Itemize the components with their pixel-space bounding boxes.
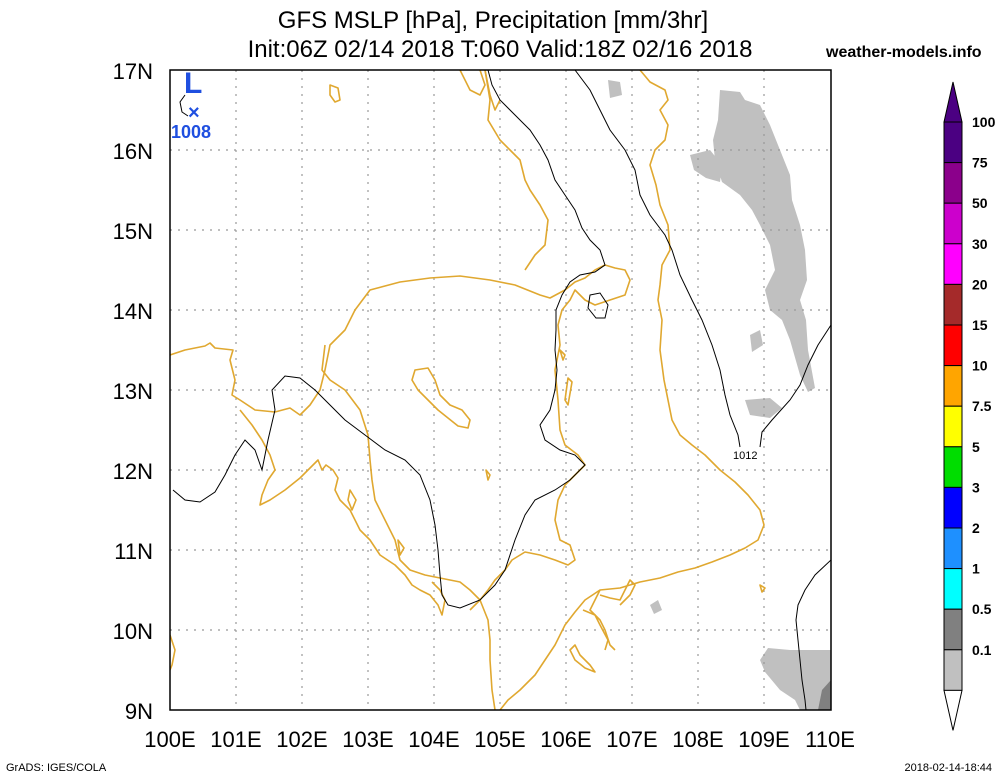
low-pressure-center: L × 1008 [171,67,211,142]
lat-label: 15N [113,219,153,244]
precip-heavier [818,680,831,710]
colorbar-swatch [943,486,963,529]
longitude-labels: 100E 101E 102E 103E 104E 105E 106E 107E … [144,727,855,752]
low-letter: L [184,67,202,100]
footer-timestamp: 2018-02-14-18:44 [904,762,992,774]
colorbar-label: 7.5 [972,398,992,414]
lat-label: 10N [113,619,153,644]
lon-label: 102E [276,727,327,752]
lat-label: 17N [113,59,153,84]
lon-label: 108E [672,727,723,752]
map-title: GFS MSLP [hPa], Precipitation [mm/3hr] [277,7,709,34]
colorbar-top-cap [943,81,963,123]
colorbar-swatch [943,324,963,367]
colorbar-swatch [943,121,963,164]
lon-label: 100E [144,727,195,752]
colorbar-swatch [943,649,963,691]
low-pressure-value: 1008 [171,122,211,142]
lat-label: 12N [113,459,153,484]
lat-label: 13N [113,379,153,404]
map-subtitle: Init:06Z 02/14 2018 T:060 Valid:18Z 02/1… [247,36,753,63]
colorbar-label: 5 [972,439,980,455]
colorbar-label: 30 [972,236,988,252]
colorbar-label: 20 [972,276,988,292]
colorbar-label: 10 [972,358,988,374]
lon-label: 103E [342,727,393,752]
colorbar-label: 75 [972,155,988,171]
colorbar-swatch [943,243,963,285]
colorbar-swatch [943,283,963,326]
isobar-label: 1012 [733,450,757,462]
lon-label: 109E [738,727,789,752]
colorbar-label: 3 [972,479,980,495]
lat-label: 9N [125,699,153,724]
colorbar-swatch [943,202,963,245]
colorbar-label: 100 [972,114,996,130]
low-center-marker-icon: × [188,102,200,124]
precip-colorbar: 100 75 50 30 20 15 10 7.5 5 3 2 1 0.5 0.1 [943,81,996,731]
colorbar-label: 15 [972,317,988,333]
footer-credit: GrADS: IGES/COLA [6,762,107,774]
plot-border [169,69,832,711]
colorbar-swatch [943,608,963,651]
colorbar-swatch [943,365,963,407]
lon-label: 101E [210,727,261,752]
colorbar-label: 50 [972,195,988,211]
colorbar-swatch [943,568,963,610]
precip-shading [608,80,831,710]
colorbar-label: 2 [972,520,980,536]
lat-label: 11N [114,539,153,564]
colorbar-swatch [943,162,963,204]
colorbar-label: 0.1 [972,642,992,658]
site-name: weather-models.info [826,44,982,61]
colorbar-swatch [943,446,963,488]
lon-label: 104E [408,727,459,752]
latitude-labels: 17N 16N 15N 14N 13N 12N 11N 10N 9N [113,59,153,724]
colorbar-label: 1 [972,561,980,577]
lon-label: 105E [474,727,525,752]
lon-label: 110E [805,727,855,752]
isobars [172,70,831,710]
lat-label: 16N [113,139,153,164]
lon-label: 106E [540,727,591,752]
colorbar-swatch [943,405,963,448]
colorbar-swatch [943,527,963,570]
colorbar-label: 0.5 [972,601,992,617]
colorbar-bottom-cap [943,689,963,731]
coastlines-borders [170,70,766,710]
lon-label: 107E [606,727,657,752]
lat-label: 14N [113,299,153,324]
